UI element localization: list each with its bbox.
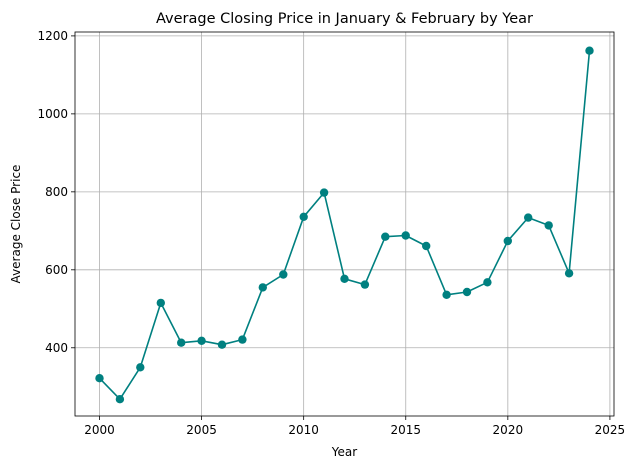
x-tick-label: 2005 — [186, 423, 217, 437]
data-point — [156, 298, 165, 308]
y-tick-label: 400 — [45, 341, 68, 355]
data-point — [381, 232, 390, 241]
grid-lines — [75, 32, 614, 416]
data-point — [177, 338, 186, 347]
data-point — [258, 283, 267, 292]
data-point — [564, 269, 574, 278]
x-tick-label: 2000 — [84, 423, 115, 437]
axis-ticks: 2000 2005 2010 2015 2020 2025 400 600 800 1000 120… — [37, 29, 625, 437]
data-point — [442, 290, 451, 299]
y-tick-label: 1200 — [37, 29, 68, 43]
data-point — [95, 374, 104, 383]
data-point — [524, 213, 533, 222]
data-point — [360, 280, 370, 289]
data-point — [299, 212, 308, 221]
data-point — [217, 340, 227, 349]
data-point — [585, 46, 594, 55]
x-tick-label: 2015 — [390, 423, 421, 437]
data-point — [319, 188, 329, 197]
x-tick-label: 2020 — [493, 423, 524, 437]
x-tick-label: 2025 — [595, 423, 626, 437]
series-layer — [95, 46, 594, 404]
y-tick-label: 1000 — [37, 107, 68, 121]
data-point — [462, 287, 472, 297]
y-tick-label: 800 — [45, 185, 68, 199]
data-point — [136, 363, 145, 372]
data-point — [279, 270, 288, 279]
data-point — [544, 221, 553, 230]
data-point — [115, 395, 125, 404]
x-axis-title: Year — [331, 445, 357, 459]
x-tick-label: 2010 — [288, 423, 319, 437]
axes-frame — [74, 31, 615, 417]
y-tick-label: 600 — [45, 263, 68, 277]
data-point — [197, 336, 206, 345]
data-point — [238, 335, 247, 344]
y-axis-title: Average Close Price — [9, 165, 23, 284]
data-point — [401, 231, 410, 240]
chart-title: Average Closing Price in January & Febru… — [156, 11, 533, 27]
data-point — [483, 278, 492, 287]
data-point — [503, 236, 512, 246]
data-point — [340, 274, 349, 283]
data-point — [422, 241, 431, 251]
